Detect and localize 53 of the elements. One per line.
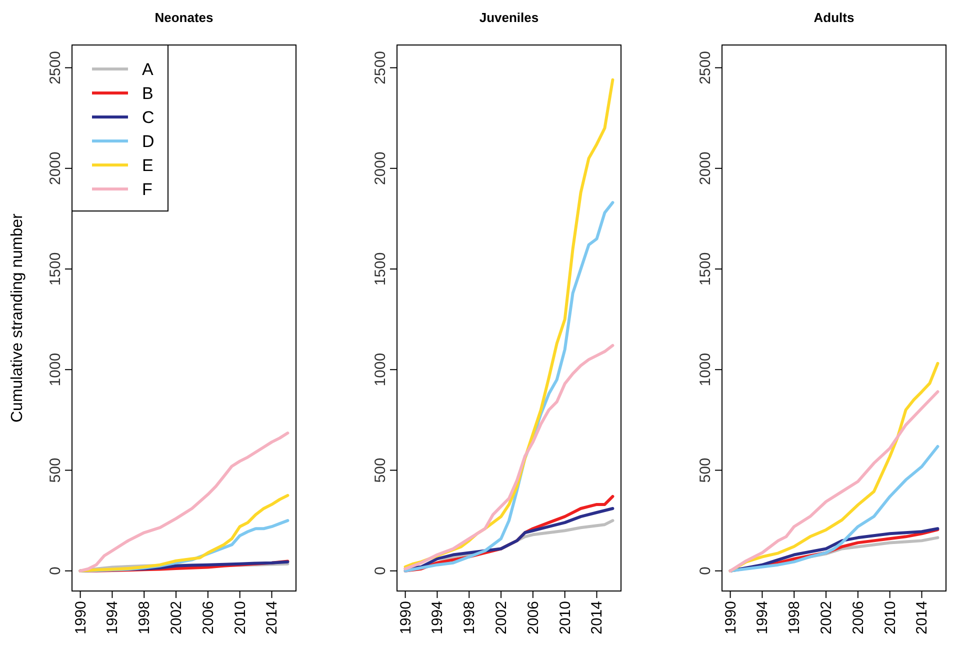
y-axis-title: Cumulative stranding number [9,212,26,422]
x-tick-label: 2002 [493,601,510,634]
legend-label: D [142,132,154,151]
y-tick-label: 500 [372,458,389,483]
x-tick-label: 2010 [232,601,249,634]
x-tick-label: 1990 [722,601,740,634]
x-tick-label: 2010 [882,601,899,634]
chart-title: Juveniles [479,10,539,25]
y-tick-label: 1000 [372,352,389,386]
x-tick-label: 1998 [461,601,478,634]
legend-label: E [142,156,154,175]
chart-title: Neonates [154,10,214,25]
x-tick-label: 1994 [429,601,446,634]
y-tick-label: 1000 [697,352,714,386]
y-tick-label: 1000 [47,352,64,386]
y-tick-label: 2000 [372,152,389,186]
x-tick-label: 1990 [397,601,414,634]
x-tick-label: 2014 [588,601,606,634]
x-tick-label: 2006 [524,601,542,634]
x-tick-label: 1990 [72,601,90,634]
y-tick-label: 2000 [47,152,64,186]
legend-label: A [142,60,154,79]
y-tick-label: 500 [47,458,64,483]
legend-label: B [142,84,154,103]
x-tick-label: 2002 [168,601,186,634]
y-tick-label: 0 [372,566,389,576]
legend-label: F [142,180,152,199]
x-tick-label: 2014 [264,601,281,634]
line-series [728,445,940,572]
x-tick-label: 2002 [818,601,836,634]
line-series [78,432,290,572]
y-tick-label: 1500 [372,252,389,286]
y-tick-label: 2000 [697,152,714,186]
line-series [404,344,614,570]
y-tick-label: 0 [697,566,714,576]
x-tick-label: 2014 [914,601,931,634]
x-tick-label: 1998 [786,601,804,634]
y-tick-label: 1500 [47,252,64,286]
y-tick-label: 2500 [697,51,714,84]
x-tick-label: 1998 [136,601,154,634]
legend-label: C [142,108,154,127]
x-tick-label: 2006 [200,601,217,634]
x-tick-label: 2006 [850,601,867,634]
x-tick-label: 1994 [754,601,772,634]
line-series [78,494,290,572]
x-tick-label: 2010 [556,601,574,634]
y-tick-label: 2500 [47,51,64,84]
y-tick-label: 500 [697,458,714,483]
y-tick-label: 2500 [372,51,389,84]
y-tick-label: 1500 [697,252,714,286]
y-tick-label: 0 [47,566,64,576]
x-tick-label: 1994 [104,601,122,634]
chart-title: Adults [814,10,854,25]
